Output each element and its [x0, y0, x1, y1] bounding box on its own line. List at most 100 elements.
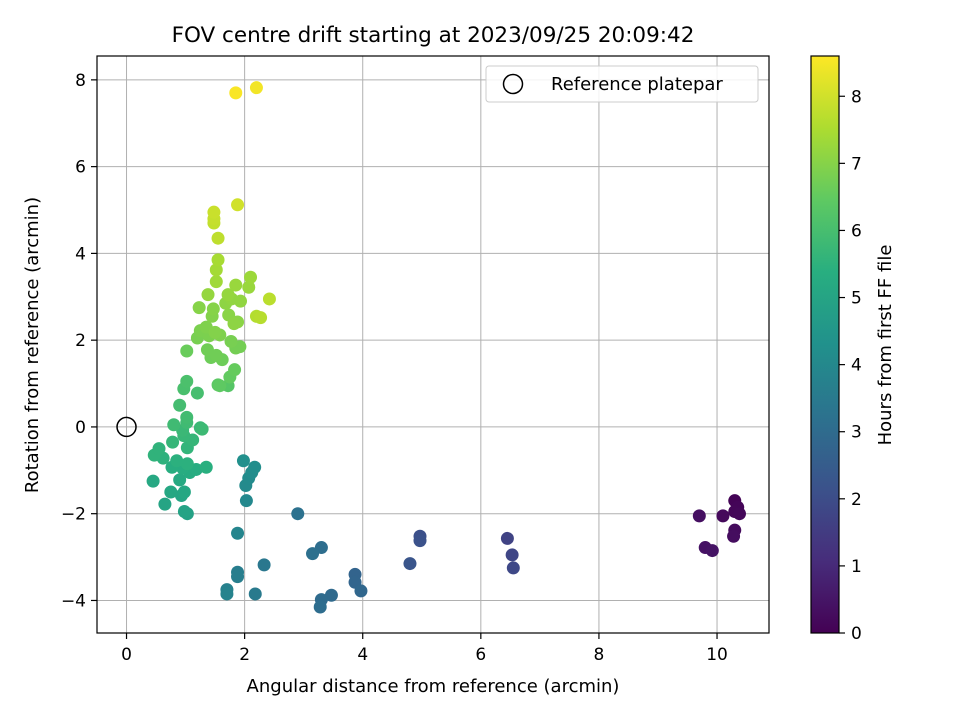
colorbar-tick-label: 2	[851, 490, 862, 510]
y-tick-label: 8	[75, 71, 86, 91]
y-tick-label: −4	[61, 591, 86, 611]
data-point	[195, 422, 209, 436]
data-point	[727, 529, 741, 543]
data-point	[170, 454, 184, 468]
data-point	[177, 505, 191, 519]
y-tick-label: −2	[61, 505, 86, 525]
data-point	[257, 558, 271, 572]
data-point	[201, 288, 215, 302]
data-point	[209, 275, 223, 289]
colorbar: 0 1 2 3 4 5 6 7 8 Hours from first FF file	[810, 55, 896, 644]
data-point	[180, 457, 194, 471]
y-axis-ticks: −4 −2 0 2 4 6 8	[61, 71, 97, 611]
data-point	[506, 561, 520, 575]
colorbar-label: Hours from first FF file	[875, 245, 896, 446]
colorbar-ticks: 0 1 2 3 4 5 6 7 8	[839, 87, 862, 644]
chart-title: FOV centre drift starting at 2023/09/25 …	[172, 23, 695, 48]
data-points	[146, 81, 746, 614]
data-point	[354, 584, 368, 598]
legend: Reference platepar	[485, 65, 759, 103]
legend-marker-icon	[502, 73, 524, 95]
colorbar-tick-label: 6	[851, 221, 862, 241]
data-point	[306, 547, 320, 561]
grid-lines	[97, 56, 769, 633]
colorbar-tick-label: 1	[851, 557, 862, 577]
data-point	[227, 317, 241, 331]
data-point	[192, 301, 206, 315]
data-point	[180, 410, 194, 424]
data-point	[206, 302, 220, 316]
y-tick-label: 4	[75, 244, 86, 264]
data-point	[254, 311, 268, 325]
data-point	[324, 588, 338, 602]
data-point	[716, 509, 730, 523]
legend-label: Reference platepar	[551, 74, 723, 95]
x-axis-label: Angular distance from reference (arcmin)	[247, 676, 620, 697]
x-axis-ticks: 0 2 4 6 8 10	[121, 633, 728, 665]
data-point	[152, 442, 166, 456]
x-tick-label: 4	[357, 645, 368, 665]
legend-box	[485, 65, 759, 103]
colorbar-tick-label: 8	[851, 87, 862, 107]
colorbar-gradient	[810, 55, 840, 634]
data-point	[231, 198, 245, 212]
data-point	[173, 398, 187, 412]
data-point	[220, 587, 234, 601]
data-point	[732, 507, 746, 521]
x-tick-label: 0	[121, 645, 132, 665]
data-point	[167, 418, 181, 432]
data-point	[236, 454, 250, 468]
data-point	[164, 485, 178, 499]
data-point	[242, 280, 256, 294]
data-point	[262, 292, 276, 306]
data-point	[233, 294, 247, 308]
data-point	[291, 507, 305, 521]
data-point	[190, 386, 204, 400]
y-tick-label: 6	[75, 158, 86, 178]
data-point	[692, 509, 706, 523]
y-tick-label: 0	[75, 418, 86, 438]
colorbar-tick-label: 4	[851, 356, 862, 376]
data-point	[207, 205, 221, 219]
data-point	[209, 348, 223, 362]
x-tick-label: 2	[239, 645, 250, 665]
data-point	[211, 253, 225, 267]
plot-frame	[96, 55, 770, 634]
data-point	[229, 86, 243, 100]
data-point	[209, 263, 223, 277]
colorbar-tick-label: 5	[851, 289, 862, 309]
y-tick-label: 2	[75, 331, 86, 351]
data-point	[244, 270, 258, 284]
data-point	[229, 278, 243, 292]
y-axis-label: Rotation from reference (arcmin)	[22, 197, 43, 493]
data-point	[180, 374, 194, 388]
data-point	[239, 494, 253, 508]
data-point	[505, 548, 519, 562]
data-point	[403, 557, 417, 571]
data-point	[231, 526, 245, 540]
data-point	[224, 334, 238, 348]
data-point	[173, 473, 187, 487]
data-point	[413, 534, 427, 548]
data-point	[248, 460, 262, 474]
data-point	[705, 544, 719, 558]
colorbar-tick-label: 0	[851, 624, 862, 644]
data-point	[313, 600, 327, 614]
data-point	[211, 231, 225, 245]
data-point	[500, 531, 514, 545]
data-point	[249, 81, 263, 95]
data-point	[231, 570, 245, 584]
data-point	[199, 460, 213, 474]
x-tick-label: 10	[706, 645, 728, 665]
data-point	[146, 474, 160, 488]
data-point	[213, 379, 227, 393]
x-tick-label: 6	[475, 645, 486, 665]
reference-point	[116, 416, 137, 438]
data-point	[228, 363, 242, 377]
data-point	[177, 485, 191, 499]
data-point	[208, 325, 222, 339]
reference-marker	[116, 416, 137, 438]
data-point	[180, 344, 194, 358]
data-point	[158, 497, 172, 511]
